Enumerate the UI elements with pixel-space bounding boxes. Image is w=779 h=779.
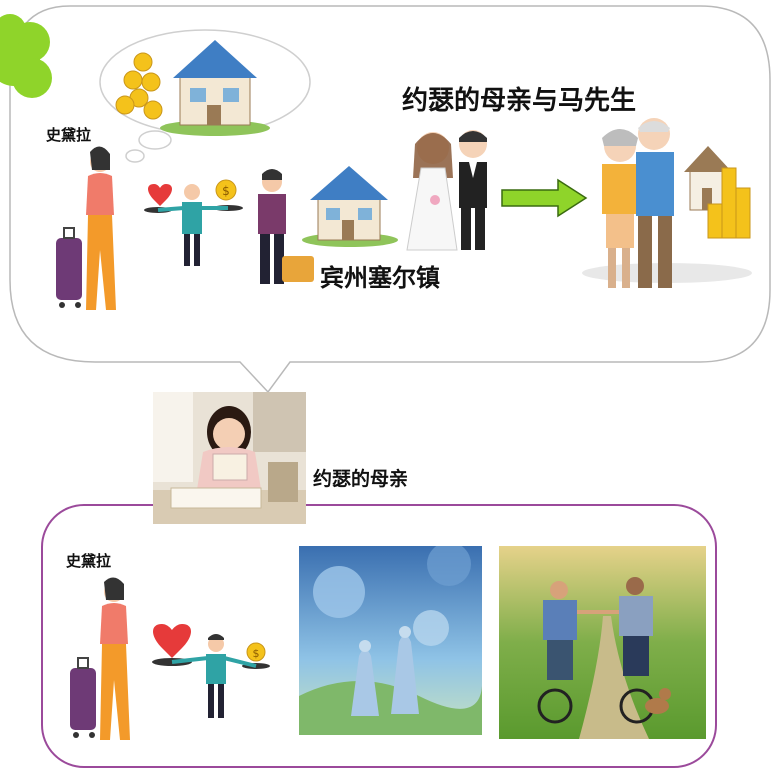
small-house-icon [684, 146, 732, 211]
heart-icon [148, 184, 172, 206]
place-label: 宾州塞尔镇 [320, 264, 440, 292]
heart-icon [153, 624, 191, 658]
reading-woman-photo [153, 392, 306, 524]
house-icon [302, 166, 398, 247]
reader-label: 约瑟的母亲 [313, 468, 409, 490]
coin-stack-icon [115, 52, 163, 120]
couple-title: 约瑟的母亲与马先生 [402, 86, 637, 116]
love-vs-money-scale-figure: $ [144, 179, 243, 266]
woman-name-label-top: 史黛拉 [46, 126, 92, 144]
cycling-couple-photo [499, 546, 706, 739]
woman-with-suitcase-figure-bottom [70, 577, 130, 740]
suitcase-small-icon [282, 256, 314, 282]
suitcase-icon [56, 227, 82, 308]
love-outweighs-money-scale-figure: $ [152, 624, 270, 718]
tree-icon [0, 14, 52, 98]
woman-name-label-bottom: 史黛拉 [66, 552, 112, 570]
dream-cloud [99, 29, 311, 163]
elderly-couple-figure [582, 118, 752, 288]
woman-with-suitcase-figure [56, 146, 116, 310]
svg-text:$: $ [253, 647, 260, 660]
house-icon [160, 40, 270, 136]
dog-icon [645, 688, 671, 714]
coin-icon: $ [246, 642, 266, 662]
suitcase-icon [70, 657, 96, 738]
wedding-couple-figure [406, 130, 487, 251]
man-with-house-figure [258, 166, 398, 284]
coin-stack-icon [707, 167, 751, 239]
arrow-right-icon [501, 178, 588, 218]
dreamy-couple-artwork [299, 546, 482, 735]
bottom-panel-frame [41, 504, 717, 768]
coin-icon: $ [215, 179, 237, 201]
svg-text:$: $ [222, 184, 230, 198]
